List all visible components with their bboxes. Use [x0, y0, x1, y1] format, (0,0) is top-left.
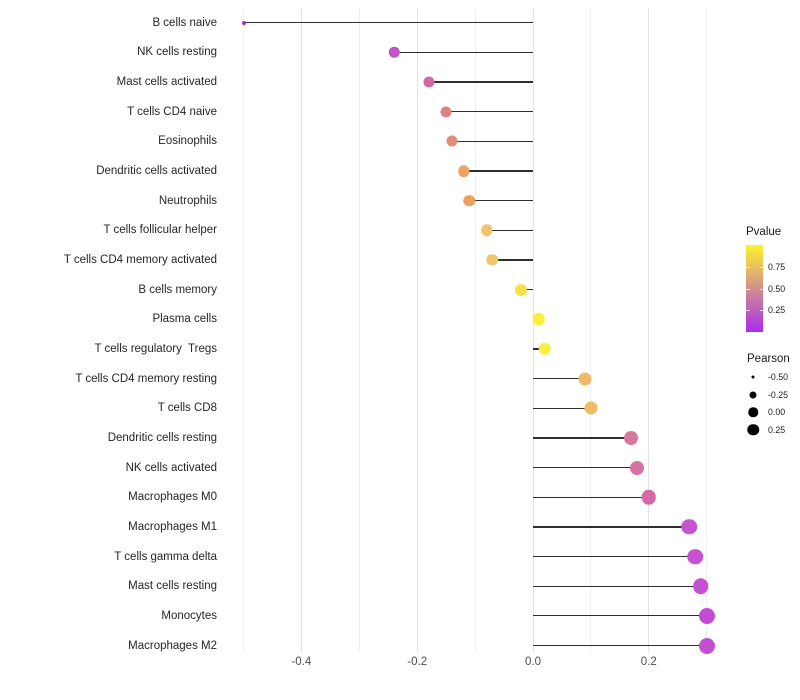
pearson-legend-title: Pearson: [747, 353, 790, 365]
y-axis-label: Plasma cells: [152, 313, 217, 326]
lollipop-stem: [533, 644, 707, 647]
y-axis-label: NK cells resting: [137, 46, 217, 59]
y-axis-label: Neutrophils: [158, 194, 217, 207]
pearson-size-label: 0.25: [768, 424, 786, 435]
pearson-size-label: -0.50: [768, 372, 789, 382]
lollipop-stem: [463, 170, 533, 172]
pearson-size-label: 0.00: [768, 407, 786, 417]
pvalue-legend-title: Pvalue: [746, 226, 782, 238]
lollipop-stem: [533, 467, 638, 469]
gridline-minor: [590, 8, 592, 652]
pearson-size-dot: [747, 423, 759, 436]
pvalue-colorbar: [746, 245, 763, 332]
gridline-minor: [706, 8, 708, 652]
y-axis-label: NK cells activated: [125, 461, 217, 474]
y-axis-label: Dendritic cells resting: [107, 431, 217, 444]
y-axis-label: Dendritic cells activated: [96, 165, 217, 177]
lollipop-dot: [624, 430, 639, 445]
lollipop-stem: [428, 81, 533, 83]
lollipop-stem: [533, 615, 707, 617]
gridline-minor: [358, 8, 360, 652]
lollipop-stem: [533, 585, 701, 587]
pearson-size-dot: [748, 407, 758, 417]
lollipop-dot: [630, 460, 645, 475]
y-axis-label: Mast cells activated: [116, 76, 217, 89]
y-axis-label: Monocytes: [161, 609, 217, 622]
pvalue-colorbar-tick-mark: [759, 288, 763, 290]
gridline-minor: [474, 8, 476, 652]
lollipop-dot: [532, 313, 546, 326]
lollipop-dot: [388, 47, 400, 58]
y-axis-label: T cells CD4 memory activated: [63, 253, 217, 266]
pvalue-colorbar-tick-mark: [746, 310, 750, 312]
lollipop-dot: [687, 548, 703, 565]
gridline-major: [300, 8, 302, 652]
lollipop-dot: [693, 578, 709, 594]
lollipop-stem: [446, 111, 533, 113]
lollipop-stem: [533, 378, 586, 380]
lollipop-stem: [533, 555, 696, 558]
y-axis-label: Macrophages M1: [128, 520, 217, 533]
lollipop-stem: [533, 496, 649, 498]
y-axis-label: B cells naive: [152, 16, 217, 29]
pvalue-colorbar-tick-mark: [759, 310, 763, 312]
lollipop-stem: [533, 407, 591, 409]
pearson-size-dot: [749, 391, 757, 398]
y-axis-label: T cells CD4 memory resting: [75, 372, 217, 385]
lollipop-dot: [584, 401, 598, 415]
gridline-major: [416, 8, 418, 652]
y-axis-label: T cells follicular helper: [103, 224, 217, 237]
lollipop-dot: [446, 135, 458, 147]
lollipop-stem: [451, 140, 533, 142]
lollipop-stem: [243, 22, 533, 24]
lollipop-stem: [533, 437, 632, 439]
x-axis-tick-label: 0.0: [525, 656, 541, 668]
x-axis-tick-label: -0.2: [407, 656, 428, 668]
y-axis-label: T cells CD8: [157, 402, 217, 415]
lollipop-dot: [681, 519, 698, 535]
lollipop-dot: [241, 20, 246, 25]
lollipop-dot: [578, 372, 592, 386]
lollipop-dot: [641, 490, 657, 505]
lollipop-stem: [492, 259, 533, 261]
pearson-size-label: -0.25: [768, 389, 789, 400]
lollipop-dot: [698, 637, 715, 654]
lollipop-stem: [533, 526, 690, 528]
pvalue-colorbar-tick-mark: [746, 288, 750, 290]
gridline-major: [648, 8, 650, 652]
y-axis-label: T cells CD4 naive: [127, 105, 217, 118]
lollipop-dot: [440, 106, 452, 118]
lollipop-stem: [486, 229, 533, 231]
gridline-major: [532, 8, 534, 652]
lollipop-dot: [515, 283, 528, 296]
lollipop-stem: [469, 200, 533, 202]
y-axis-label: Mast cells resting: [128, 580, 217, 593]
lollipop-dot: [480, 224, 493, 237]
lollipop-stem: [394, 51, 533, 53]
x-axis-tick-label: -0.4: [291, 656, 312, 668]
pvalue-colorbar-tick-mark: [759, 266, 763, 268]
pvalue-colorbar-tick-mark: [746, 266, 750, 268]
pvalue-colorbar-tick-label: 0.75: [768, 261, 786, 272]
y-axis-label: Macrophages M0: [128, 491, 217, 504]
lollipop-dot: [457, 165, 470, 177]
pvalue-colorbar-tick-label: 0.50: [768, 283, 786, 294]
pvalue-colorbar-tick-label: 0.25: [768, 305, 786, 316]
lollipop-dot: [538, 342, 551, 356]
gridline-minor: [243, 8, 244, 652]
lollipop-dot: [423, 76, 435, 88]
lollipop-dot: [698, 607, 715, 624]
y-axis-label: T cells regulatory Tregs: [94, 342, 217, 355]
x-axis-tick-label: 0.2: [640, 656, 657, 668]
lollipop-dot: [463, 194, 476, 207]
y-axis-label: B cells memory: [138, 283, 217, 296]
lollipop-dot: [486, 254, 499, 266]
y-axis-label: Macrophages M2: [128, 639, 217, 652]
y-axis-label: T cells gamma delta: [114, 550, 217, 563]
pearson-size-dot: [751, 375, 755, 379]
y-axis-label: Eosinophils: [158, 135, 217, 148]
